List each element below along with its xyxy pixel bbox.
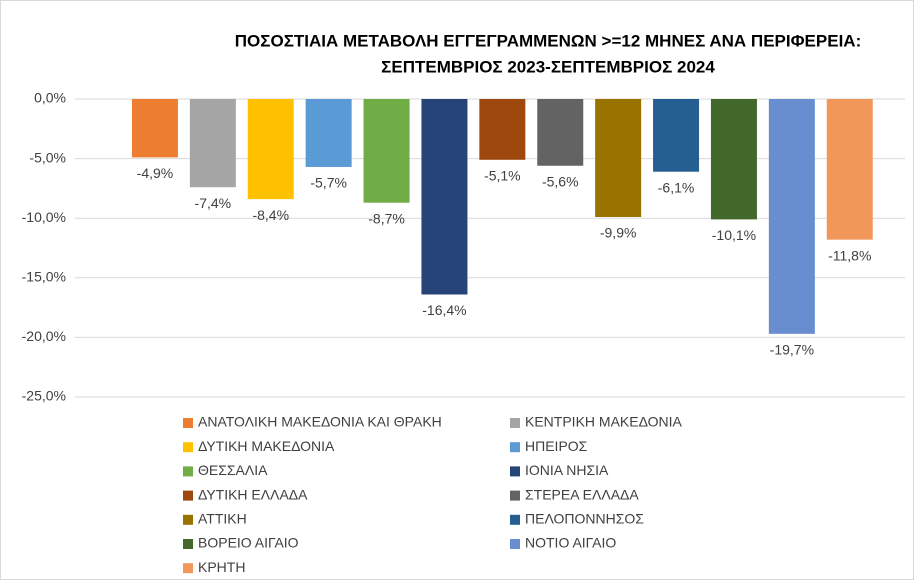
- legend-swatch: [183, 490, 193, 501]
- bar: [653, 99, 700, 172]
- y-tick-label: -15,0%: [22, 269, 66, 285]
- legend-swatch: [183, 418, 193, 428]
- legend-label: ΚΕΝΤΡΙΚΗ ΜΑΚΕΔΟΝΙΑ: [525, 414, 683, 430]
- legend-label: ΑΝΑΤΟΛΙΚΗ ΜΑΚΕΔΟΝΙΑ ΚΑΙ ΘΡΑΚΗ: [198, 414, 442, 430]
- legend-label: ΠΕΛΟΠΟΝΝΗΣΟΣ: [525, 511, 644, 527]
- bar: [595, 99, 642, 218]
- legend-swatch: [510, 418, 520, 428]
- legend-label: ΑΤΤΙΚΗ: [198, 511, 247, 527]
- legend-swatch: [510, 490, 520, 501]
- legend-label: ΣΤΕΡΕΑ ΕΛΛΑΔΑ: [525, 486, 639, 502]
- legend-label: ΔΥΤΙΚΗ ΕΛΛΑΔΑ: [198, 486, 308, 502]
- bar: [305, 99, 352, 167]
- legend-swatch: [183, 442, 193, 453]
- bar: [189, 99, 236, 188]
- bar: [826, 99, 873, 240]
- legend-label: ΝΟΤΙΟ ΑΙΓΑΙΟ: [525, 535, 616, 551]
- data-label: -16,4%: [422, 302, 466, 318]
- data-label: -7,4%: [195, 195, 232, 211]
- legend-label: ΙΟΝΙΑ ΝΗΣΙΑ: [525, 462, 609, 478]
- data-label: -6,1%: [658, 179, 695, 195]
- bar: [710, 99, 757, 220]
- y-tick-label: -20,0%: [22, 328, 66, 344]
- legend-swatch: [510, 442, 520, 453]
- chart-subtitle: ΣΕΠΤΕΜΒΡΙΟΣ 2023-ΣΕΠΤΕΜΒΡΙΟΣ 2024: [381, 57, 715, 76]
- y-tick-label: -25,0%: [22, 388, 66, 404]
- data-label: -8,4%: [252, 207, 289, 223]
- data-label: -10,1%: [712, 227, 756, 243]
- legend-label: ΚΡΗΤΗ: [198, 559, 245, 575]
- chart-title: ΠΟΣΟΣΤΙΑΙΑ ΜΕΤΑΒΟΛΗ ΕΓΓΕΓΡΑΜΜΕΝΩΝ >=12 Μ…: [235, 31, 861, 50]
- bar: [479, 99, 526, 160]
- data-label: -19,7%: [770, 342, 814, 358]
- legend-label: ΔΥΤΙΚΗ ΜΑΚΕΔΟΝΙΑ: [198, 438, 335, 454]
- data-label: -11,8%: [828, 247, 871, 263]
- data-label: -5,7%: [310, 175, 347, 191]
- legend-swatch: [183, 514, 193, 525]
- legend-swatch: [183, 466, 193, 477]
- bar: [421, 99, 468, 295]
- bar: [363, 99, 410, 203]
- bar: [247, 99, 294, 200]
- data-label: -9,9%: [600, 225, 637, 241]
- legend-swatch: [183, 563, 193, 574]
- y-tick-label: 0,0%: [34, 90, 66, 106]
- bar: [768, 99, 815, 334]
- legend-swatch: [510, 514, 520, 525]
- legend-swatch: [510, 539, 520, 549]
- data-label: -8,7%: [368, 210, 405, 226]
- data-label: -5,1%: [484, 167, 521, 183]
- data-label: -4,9%: [137, 165, 174, 181]
- legend-swatch: [183, 539, 193, 549]
- y-tick-label: -10,0%: [22, 209, 66, 225]
- legend-label: ΒΟΡΕΙΟ ΑΙΓΑΙΟ: [198, 535, 299, 551]
- legend-label: ΘΕΣΣΑΛΙΑ: [198, 462, 268, 478]
- legend-swatch: [510, 466, 520, 477]
- y-tick-label: -5,0%: [29, 149, 66, 165]
- legend-label: ΗΠΕΙΡΟΣ: [525, 438, 588, 454]
- data-label: -5,6%: [542, 173, 579, 189]
- bar: [131, 99, 178, 158]
- bar: [537, 99, 584, 166]
